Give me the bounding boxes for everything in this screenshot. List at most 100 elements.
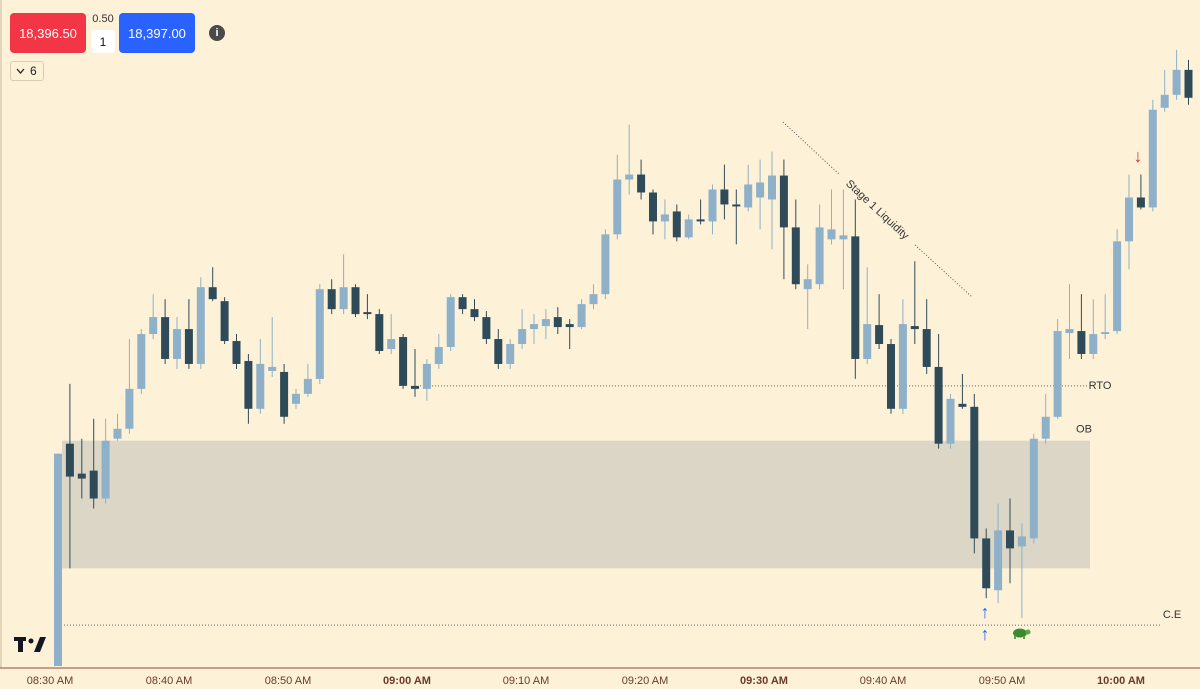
candle-body — [315, 289, 324, 379]
turtle-icon — [1013, 628, 1031, 639]
candle-body — [827, 229, 836, 240]
buy-button[interactable]: 18,397.00 — [119, 13, 195, 53]
candle-body — [1160, 94, 1169, 108]
candle-body — [696, 219, 705, 222]
candle-body — [934, 366, 943, 444]
candle-body — [708, 189, 717, 222]
annotation-line — [782, 121, 841, 176]
candle-body — [613, 179, 622, 235]
candle-body — [1077, 331, 1086, 354]
candle-body — [54, 453, 62, 667]
candle-body — [137, 334, 146, 389]
candle-body — [875, 325, 884, 345]
indicator-toggle[interactable]: 6 — [10, 61, 44, 81]
candle-body — [1136, 197, 1145, 208]
candle-body — [1053, 331, 1062, 417]
level-label: RTO — [1089, 380, 1112, 392]
candle-body — [732, 204, 741, 207]
candle-body — [684, 219, 693, 238]
x-tick-label: 09:30 AM — [740, 675, 788, 687]
candle-body — [89, 470, 98, 499]
candle-body — [292, 393, 300, 404]
candle-body — [518, 329, 527, 345]
candle-body — [280, 371, 289, 417]
x-tick-label: 08:30 AM — [27, 675, 73, 687]
candle-body — [422, 363, 431, 389]
candle-body — [458, 297, 467, 310]
candle-body — [351, 287, 360, 315]
candle-body — [625, 174, 634, 180]
candle-body — [649, 192, 657, 222]
candle-body — [434, 347, 443, 364]
sell-button[interactable]: 18,396.50 — [10, 13, 86, 53]
candle-body — [589, 294, 598, 305]
candle-body — [1184, 69, 1193, 98]
candle-body — [922, 329, 931, 367]
candle-body — [530, 324, 538, 330]
candle-body — [446, 297, 455, 348]
x-tick-label: 08:40 AM — [146, 675, 192, 687]
candle-body — [1113, 241, 1122, 332]
candle-body — [1041, 416, 1050, 439]
annotation-line — [914, 244, 973, 298]
candle-body — [1172, 69, 1181, 95]
candle-body — [1089, 334, 1098, 354]
candle-body — [256, 363, 265, 409]
spread: 0.50 — [92, 13, 114, 25]
candle-body — [399, 337, 408, 386]
candle-body — [1101, 332, 1110, 335]
candle-body — [1006, 530, 1014, 549]
plot-area: OB RTO C.E — [54, 49, 1193, 667]
candle-body — [601, 234, 610, 295]
candle-body — [660, 214, 669, 222]
info-icon[interactable]: i — [209, 25, 225, 41]
candle-body — [779, 175, 788, 228]
candle-body — [1125, 197, 1133, 242]
x-tick-label: 10:00 AM — [1097, 675, 1145, 687]
zone-label: OB — [1076, 424, 1092, 436]
candle-body — [958, 403, 967, 407]
candle-body — [994, 530, 1003, 591]
x-tick-label: 09:20 AM — [622, 675, 668, 687]
candle-body — [863, 324, 872, 359]
x-tick-label: 09:40 AM — [860, 675, 906, 687]
candle-body — [1065, 329, 1074, 334]
candle-body — [387, 339, 396, 349]
annotation-text: Stage 1 Liquidity — [843, 178, 911, 243]
x-tick-label: 08:50 AM — [265, 675, 311, 687]
candle-body — [196, 287, 205, 364]
quantity-input[interactable]: 1 — [91, 30, 115, 53]
candle-body — [184, 329, 193, 364]
candle-body — [720, 189, 729, 205]
candle-body — [541, 319, 550, 327]
candle-body — [744, 184, 753, 208]
x-axis: 08:30 AM 08:40 AM 08:50 AM 09:00 AM 09:10 AM… — [27, 675, 1145, 687]
candle-body — [220, 301, 229, 342]
candle-body — [803, 279, 812, 290]
candle-body — [208, 287, 217, 300]
chevron-icon — [16, 68, 25, 74]
candle-body — [65, 443, 74, 477]
candle-body — [339, 287, 348, 310]
candle-body — [149, 317, 158, 335]
candle-body — [898, 324, 907, 409]
candle-body — [565, 324, 574, 328]
buy-signal-arrow: ↑ — [981, 602, 990, 622]
candle-body — [768, 175, 776, 200]
candle-body — [577, 304, 586, 328]
candle-body — [470, 309, 479, 318]
x-tick-label: 09:10 AM — [503, 675, 549, 687]
candle-body — [244, 360, 253, 409]
level-label: C.E — [1163, 609, 1181, 621]
candle-body — [506, 344, 515, 364]
candle-body — [982, 538, 991, 589]
indicator-count: 6 — [30, 64, 37, 78]
candle-body — [303, 378, 312, 394]
candle-body — [756, 182, 765, 198]
candle-body — [970, 406, 979, 539]
candle-body — [113, 428, 122, 439]
candle-body — [77, 473, 86, 479]
candle-body — [125, 388, 134, 429]
